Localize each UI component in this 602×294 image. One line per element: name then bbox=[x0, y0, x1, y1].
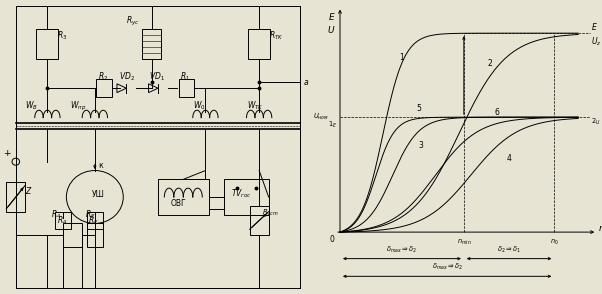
Text: $R_{yc}$: $R_{yc}$ bbox=[126, 15, 140, 28]
Text: $R_1$: $R_1$ bbox=[180, 70, 190, 83]
Text: $R_E$: $R_E$ bbox=[88, 214, 99, 227]
Text: $R_4$: $R_4$ bbox=[51, 208, 61, 221]
Bar bbox=[179, 79, 194, 97]
Text: $VD_1$: $VD_1$ bbox=[149, 70, 164, 83]
Text: $n_0$: $n_0$ bbox=[550, 238, 559, 247]
Text: $\delta_2 \Rightarrow \delta_1$: $\delta_2 \Rightarrow \delta_1$ bbox=[497, 244, 521, 255]
Text: $U_z$: $U_z$ bbox=[591, 35, 602, 48]
Text: 6: 6 bbox=[495, 108, 500, 117]
Text: $2_U$: $2_U$ bbox=[591, 117, 601, 127]
Text: $W_0$: $W_0$ bbox=[193, 100, 205, 112]
Text: $+$: $+$ bbox=[3, 148, 11, 158]
Text: $TV_{гос}$: $TV_{гос}$ bbox=[231, 188, 252, 201]
Text: $E$: $E$ bbox=[328, 11, 335, 22]
Text: $R_4$: $R_4$ bbox=[57, 214, 67, 227]
Text: ОВГ: ОВГ bbox=[171, 199, 186, 208]
Text: к: к bbox=[98, 161, 103, 170]
Text: $R_E$: $R_E$ bbox=[85, 208, 96, 221]
Text: $R_{ycm}$: $R_{ycm}$ bbox=[262, 207, 279, 219]
Text: $\delta_{max} \Rightarrow \delta_2$: $\delta_{max} \Rightarrow \delta_2$ bbox=[386, 244, 417, 255]
Text: $E$: $E$ bbox=[591, 21, 598, 32]
Text: 2: 2 bbox=[488, 59, 492, 68]
Text: $n_{min}$: $n_{min}$ bbox=[456, 238, 471, 247]
Bar bbox=[158, 179, 209, 215]
Text: 4: 4 bbox=[507, 154, 512, 163]
Text: $\delta_{max} \Rightarrow \delta_2$: $\delta_{max} \Rightarrow \delta_2$ bbox=[432, 262, 463, 272]
Bar bbox=[63, 223, 82, 247]
Text: 0: 0 bbox=[329, 235, 334, 244]
Text: $R_{TK}$: $R_{TK}$ bbox=[268, 29, 283, 42]
Text: $R_2$: $R_2$ bbox=[98, 70, 108, 83]
Bar bbox=[248, 29, 270, 59]
Text: $a$: $a$ bbox=[303, 78, 309, 87]
Text: $U$: $U$ bbox=[327, 24, 336, 35]
Bar bbox=[55, 212, 71, 229]
Bar bbox=[96, 79, 112, 97]
Text: $n$: $n$ bbox=[598, 224, 602, 233]
Text: 5: 5 bbox=[416, 103, 421, 113]
Bar bbox=[250, 206, 268, 235]
Text: $1_E$: $1_E$ bbox=[329, 119, 338, 130]
Bar bbox=[142, 29, 161, 59]
Text: $R_3$: $R_3$ bbox=[57, 29, 67, 42]
Text: $W_B$: $W_B$ bbox=[25, 100, 38, 112]
Text: $W_{TK}$: $W_{TK}$ bbox=[247, 100, 263, 112]
Text: $W_{пр}$: $W_{пр}$ bbox=[70, 100, 85, 113]
Text: 3: 3 bbox=[418, 141, 423, 150]
Text: $Z$: $Z$ bbox=[25, 185, 33, 196]
Text: 1: 1 bbox=[400, 53, 405, 62]
Bar bbox=[225, 179, 268, 215]
Text: УШ: УШ bbox=[92, 190, 104, 198]
Bar bbox=[6, 182, 25, 212]
Bar bbox=[87, 223, 103, 247]
Bar bbox=[36, 29, 58, 59]
Text: $U_{ном}$: $U_{ном}$ bbox=[313, 112, 329, 122]
Bar bbox=[87, 212, 103, 229]
Text: $VD_2$: $VD_2$ bbox=[119, 70, 134, 83]
